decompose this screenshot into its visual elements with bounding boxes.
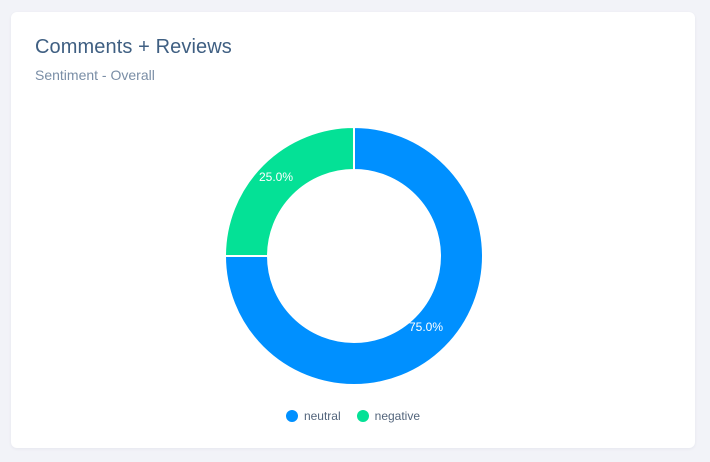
legend-label: negative	[374, 409, 421, 423]
label-negative: 25.0%	[259, 170, 293, 184]
chart-legend: neutral negative	[11, 409, 695, 423]
legend-marker-icon	[285, 410, 298, 422]
donut-chart: 75.0% 25.0%	[223, 125, 484, 386]
legend-label: neutral	[303, 409, 341, 423]
slice-negative[interactable]	[223, 125, 355, 257]
slice-neutral[interactable]	[223, 125, 484, 386]
card-title: Comments + Reviews	[35, 36, 232, 58]
legend-marker-icon	[356, 410, 369, 422]
card-subtitle: Sentiment - Overall	[35, 67, 155, 83]
chart-card: Comments + Reviews Sentiment - Overall 7…	[11, 12, 695, 448]
legend-item-neutral[interactable]: neutral	[285, 409, 341, 423]
label-neutral: 75.0%	[409, 320, 443, 334]
legend-item-negative[interactable]: negative	[356, 409, 421, 423]
